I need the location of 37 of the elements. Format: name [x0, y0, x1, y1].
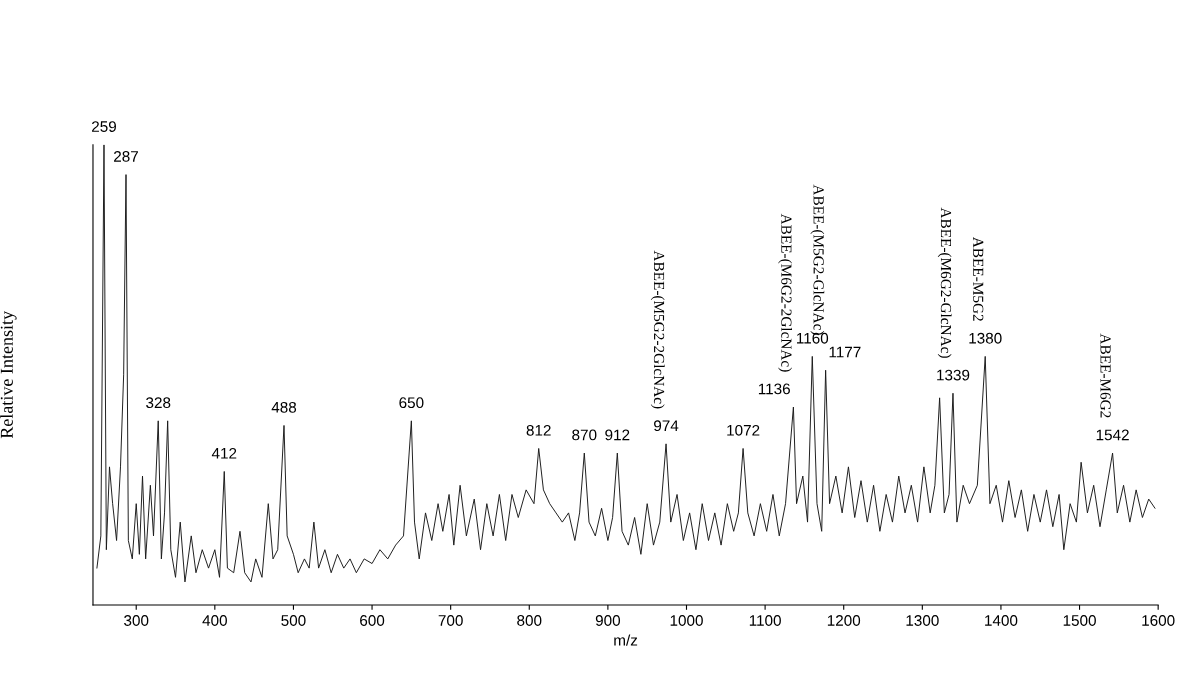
- annotation: 1542: [1096, 429, 1129, 441]
- annotation: 488: [271, 401, 297, 413]
- annotation: 412: [211, 447, 237, 459]
- annotation: 650: [399, 397, 424, 409]
- x-tick-label: 1200: [827, 615, 861, 626]
- x-tick-label: 800: [517, 615, 542, 626]
- x-tick-label: 1100: [749, 615, 781, 626]
- x-tick-label: 600: [360, 615, 385, 626]
- annotation: ABEE-M6G2: [1100, 333, 1111, 418]
- annotation: 259: [92, 121, 117, 132]
- annotation: 1380: [969, 332, 1002, 344]
- annotation: 974: [654, 420, 679, 432]
- x-tick-label: 400: [202, 615, 227, 626]
- annotation: 1136: [758, 383, 790, 395]
- x-tick-label: 1600: [1142, 615, 1175, 626]
- annotation: 812: [526, 424, 551, 436]
- annotation: ABEE-(M5G2-2GlcNAc): [650, 250, 665, 409]
- annotation: 912: [605, 429, 630, 441]
- y-axis-title: Relative Intensity: [0, 310, 17, 439]
- x-tick-label: 1400: [985, 615, 1018, 626]
- annotation: 1339: [937, 369, 970, 381]
- x-tick-label: 300: [124, 615, 149, 626]
- annotation: 287: [114, 151, 138, 162]
- x-tick-label: 700: [438, 615, 463, 626]
- annotation: ABEE-(M6G2-GlcNAc): [937, 207, 952, 358]
- x-tick-label: 900: [595, 615, 621, 626]
- x-tick-label: 1300: [906, 615, 939, 626]
- annotation: ABEE-M5G2: [973, 236, 984, 321]
- x-tick-label: 1500: [1063, 615, 1096, 626]
- annotation: 1072: [727, 424, 760, 436]
- annotation: ABEE-(M6G2-2GlcNAc): [778, 213, 792, 372]
- x-tick-label: 1000: [670, 615, 703, 626]
- annotation: 870: [572, 429, 597, 441]
- x-tick-label: 500: [281, 615, 306, 626]
- annotation: 1177: [829, 346, 861, 358]
- x-axis-title: m/z: [614, 634, 638, 646]
- annotation: 328: [146, 397, 171, 409]
